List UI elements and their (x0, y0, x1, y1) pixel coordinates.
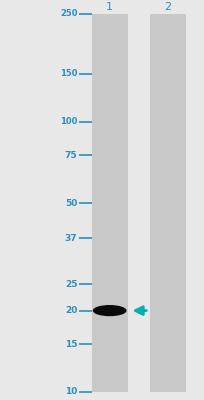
Text: 25: 25 (65, 280, 77, 289)
Text: 37: 37 (64, 234, 77, 243)
Ellipse shape (92, 305, 126, 316)
Text: 2: 2 (164, 2, 171, 12)
Text: 50: 50 (65, 198, 77, 208)
Text: 75: 75 (64, 151, 77, 160)
Text: 10: 10 (65, 388, 77, 396)
Text: 250: 250 (60, 10, 77, 18)
Bar (149, 14, 185, 392)
Text: 15: 15 (65, 340, 77, 349)
Text: 20: 20 (65, 306, 77, 315)
Text: 150: 150 (60, 70, 77, 78)
Bar (91, 14, 127, 392)
Text: 1: 1 (106, 2, 113, 12)
Text: 100: 100 (60, 117, 77, 126)
